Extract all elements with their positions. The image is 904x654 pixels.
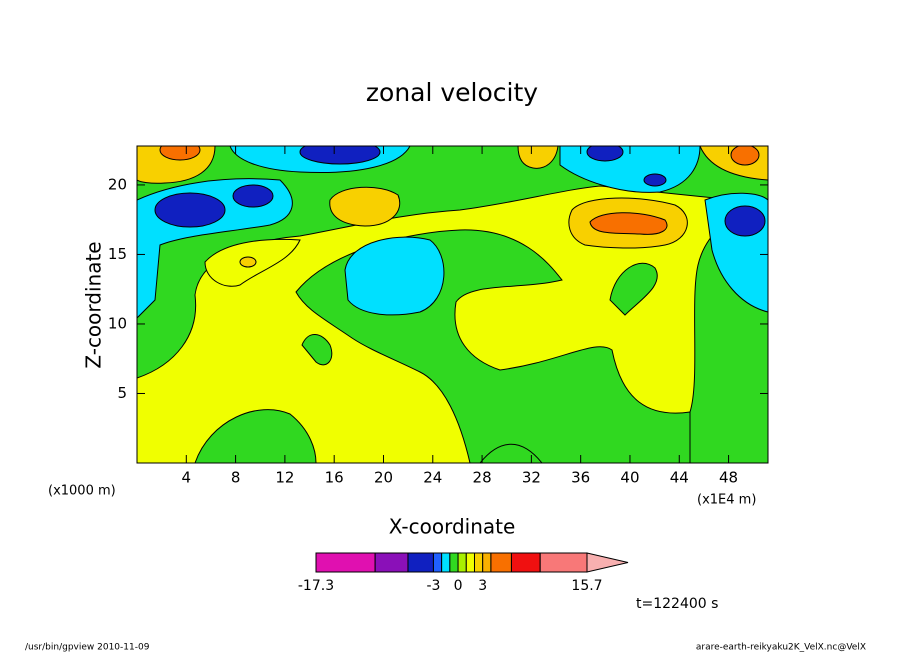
x-tick-label: 20 bbox=[374, 469, 393, 487]
colorbar-bin bbox=[315, 552, 376, 573]
x-tick-label: 4 bbox=[182, 469, 192, 487]
x-tick-label: 44 bbox=[670, 469, 689, 487]
contour-region bbox=[299, 146, 381, 165]
x-tick-label: 32 bbox=[522, 469, 541, 487]
contour-region bbox=[329, 186, 401, 227]
colorbar-bin bbox=[473, 552, 484, 573]
colorbar-bin bbox=[407, 552, 434, 573]
colorbar-bin bbox=[441, 552, 451, 573]
contour-region bbox=[586, 146, 624, 162]
x-tick-label: 28 bbox=[473, 469, 492, 487]
x-tick-label: 36 bbox=[571, 469, 590, 487]
colorbar-bin bbox=[490, 552, 512, 573]
contour-region bbox=[301, 334, 333, 366]
colorbar-bin bbox=[510, 552, 541, 573]
colorbar-bin bbox=[449, 552, 459, 573]
colorbar-bin bbox=[432, 552, 443, 573]
x-unit-left: (x1000 m) bbox=[48, 484, 116, 499]
contour-region bbox=[643, 173, 667, 187]
colorbar-bin bbox=[539, 552, 588, 573]
footer-left: /usr/bin/gpview 2010-11-09 bbox=[25, 643, 150, 653]
contour-region bbox=[730, 146, 760, 166]
colorbar-tick-label: 3 bbox=[478, 578, 487, 594]
colorbar-bin bbox=[482, 552, 492, 573]
contour-region bbox=[159, 146, 201, 161]
contour-region bbox=[232, 184, 274, 208]
y-tick-label: 5 bbox=[117, 384, 127, 402]
x-tick-label: 48 bbox=[719, 469, 738, 487]
contour-region bbox=[479, 443, 543, 463]
footer-right: arare-earth-reikyaku2K_VelX.nc@VelX bbox=[696, 643, 866, 653]
chart-title: zonal velocity bbox=[366, 78, 538, 107]
colorbar-extend bbox=[586, 552, 629, 573]
y-tick-label: 10 bbox=[108, 314, 127, 332]
x-tick-label: 24 bbox=[423, 469, 442, 487]
contour-region bbox=[154, 192, 226, 228]
plot-frame bbox=[136, 145, 769, 464]
contour-region bbox=[609, 262, 658, 316]
contour-region bbox=[589, 212, 668, 235]
contour-region bbox=[194, 409, 317, 463]
colorbar-bin bbox=[465, 552, 475, 573]
x-tick-label: 8 bbox=[231, 469, 241, 487]
colorbar-tick-label: 15.7 bbox=[571, 578, 602, 594]
contour-region bbox=[344, 236, 445, 316]
x-tick-label: 12 bbox=[275, 469, 294, 487]
colorbar-tick-label: 0 bbox=[454, 578, 463, 594]
x-tick-label: 16 bbox=[325, 469, 344, 487]
x-axis-label: X-coordinate bbox=[389, 515, 516, 539]
y-tick-label: 20 bbox=[108, 175, 127, 193]
y-tick-label: 15 bbox=[108, 245, 127, 263]
contour-region bbox=[724, 205, 766, 237]
y-axis-label: Z-coordinate bbox=[82, 241, 106, 368]
contour-field bbox=[137, 146, 768, 463]
contour-region bbox=[239, 256, 257, 268]
time-label: t=122400 s bbox=[636, 596, 718, 612]
x-tick-label: 40 bbox=[620, 469, 639, 487]
colorbar-bin bbox=[457, 552, 467, 573]
x-unit-right: (x1E4 m) bbox=[697, 493, 756, 508]
colorbar-bin bbox=[374, 552, 409, 573]
contour-region bbox=[517, 146, 559, 169]
colorbar-tick-label: -3 bbox=[426, 578, 440, 594]
colorbar-tick-label: -17.3 bbox=[298, 578, 334, 594]
